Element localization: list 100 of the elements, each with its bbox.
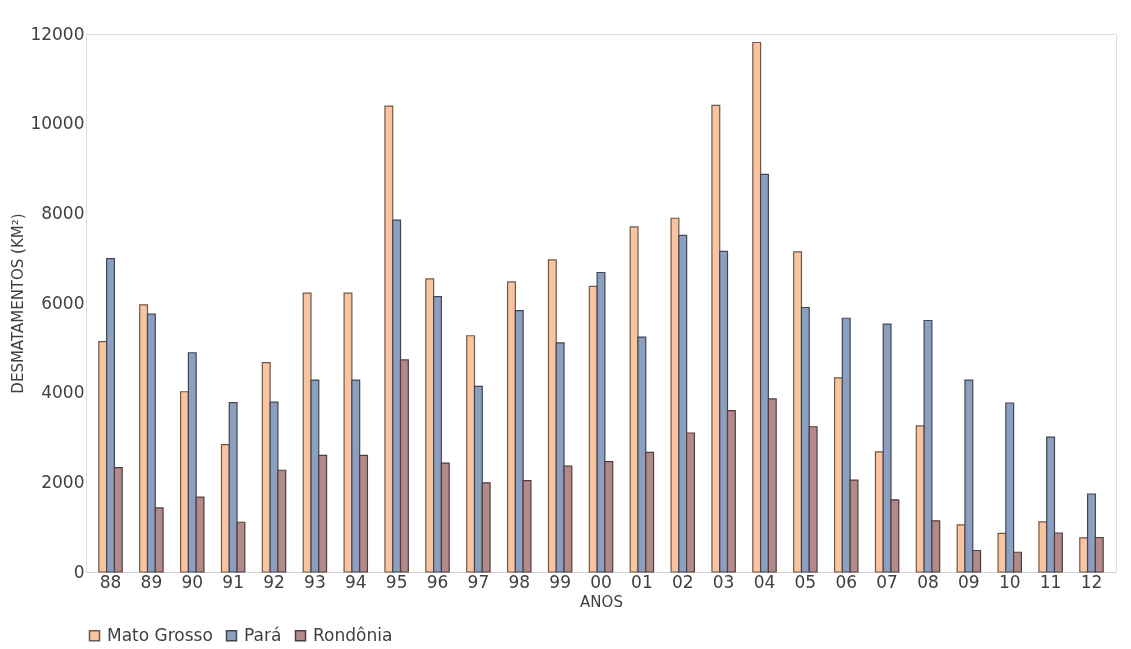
bar xyxy=(874,451,884,573)
bar xyxy=(269,401,279,573)
y-tick-label: 10000 xyxy=(30,113,85,134)
bar xyxy=(1046,436,1056,573)
bar xyxy=(425,278,435,573)
bar xyxy=(964,379,974,573)
bar xyxy=(318,454,328,573)
x-tick-label: 12 xyxy=(1080,571,1103,592)
bar xyxy=(433,296,442,573)
bar xyxy=(154,507,164,573)
bar xyxy=(719,250,729,573)
bar xyxy=(228,401,238,573)
x-tick-label: 11 xyxy=(1039,571,1062,592)
x-tick-label: 02 xyxy=(671,571,694,592)
bar xyxy=(882,323,892,573)
bar xyxy=(1079,537,1089,573)
x-tick-label: 92 xyxy=(263,571,285,592)
bar xyxy=(351,379,361,573)
x-tick-label: 90 xyxy=(181,571,204,592)
y-tick-label: 12000 xyxy=(30,23,85,44)
x-tick-label: 96 xyxy=(426,571,449,592)
x-tick-label: 08 xyxy=(917,571,939,592)
y-tick-label: 4000 xyxy=(41,382,85,403)
bar xyxy=(931,520,941,573)
bar xyxy=(678,234,688,573)
bar xyxy=(139,304,149,573)
bar xyxy=(890,499,900,573)
x-tick-label: 03 xyxy=(712,571,735,592)
bar xyxy=(481,482,491,573)
bar xyxy=(473,385,483,573)
bar xyxy=(1005,402,1015,573)
bar xyxy=(800,306,810,573)
bar xyxy=(670,217,680,573)
bar xyxy=(760,173,769,573)
x-tick-label: 10 xyxy=(998,571,1021,592)
legend-label: Pará xyxy=(244,624,282,645)
bar xyxy=(440,462,450,573)
y-tick-label: 0 xyxy=(73,561,85,582)
bar xyxy=(187,352,197,573)
legend-label: Rondônia xyxy=(313,624,393,645)
bar xyxy=(1086,493,1096,573)
bar xyxy=(793,251,803,573)
bar xyxy=(972,549,982,573)
bar xyxy=(563,465,573,573)
bar xyxy=(113,466,123,573)
bar xyxy=(1053,532,1063,573)
y-tick-label: 2000 xyxy=(41,471,85,492)
bar xyxy=(195,496,205,573)
bar xyxy=(522,479,532,573)
bar xyxy=(146,313,156,573)
x-tick-label: 99 xyxy=(549,571,571,592)
x-tick-label: 07 xyxy=(876,571,898,592)
x-tick-label: 98 xyxy=(508,571,531,592)
bar xyxy=(604,461,614,573)
x-tick-label: 93 xyxy=(304,571,326,592)
bar xyxy=(997,532,1007,573)
bar xyxy=(466,335,476,573)
x-axis-title: ANOS xyxy=(580,592,623,611)
bar xyxy=(310,379,320,573)
bar xyxy=(506,281,516,573)
bar xyxy=(384,105,394,573)
bar xyxy=(841,317,851,573)
x-tick-label: 91 xyxy=(222,571,244,592)
x-tick-label: 09 xyxy=(958,571,980,592)
bar xyxy=(555,342,565,573)
bar xyxy=(1094,536,1104,573)
bar xyxy=(547,259,557,573)
y-axis-title: DESMATAMENTOS (KM²) xyxy=(9,213,28,394)
x-tick-label: 88 xyxy=(99,571,122,592)
y-tick-label: 8000 xyxy=(41,202,85,223)
x-tick-label: 94 xyxy=(344,571,367,592)
bar xyxy=(726,410,736,573)
x-tick-label: 95 xyxy=(385,571,408,592)
bar xyxy=(645,451,655,573)
bar xyxy=(923,319,933,573)
legend-label: Mato Grosso xyxy=(107,624,213,645)
bar xyxy=(1013,551,1023,573)
bar xyxy=(106,258,116,573)
x-tick-label: 05 xyxy=(794,571,817,592)
bar xyxy=(343,292,353,573)
bar xyxy=(767,398,777,573)
bar xyxy=(752,41,762,573)
x-tick-label: 01 xyxy=(631,571,653,592)
bar xyxy=(277,469,287,573)
bar xyxy=(686,432,696,573)
bar xyxy=(711,104,721,573)
x-tick-label: 97 xyxy=(467,571,490,592)
bar xyxy=(637,336,647,573)
x-tick-label: 06 xyxy=(835,571,858,592)
bar xyxy=(399,359,409,573)
bar xyxy=(596,271,606,573)
bar xyxy=(392,219,402,573)
x-tick-label: 89 xyxy=(140,571,163,592)
bar xyxy=(849,479,859,573)
bar xyxy=(236,521,246,573)
bar xyxy=(808,426,818,573)
bar xyxy=(1038,521,1048,573)
x-tick-label: 04 xyxy=(753,571,776,592)
y-tick-label: 6000 xyxy=(41,292,85,313)
x-tick-label: 00 xyxy=(590,571,612,592)
